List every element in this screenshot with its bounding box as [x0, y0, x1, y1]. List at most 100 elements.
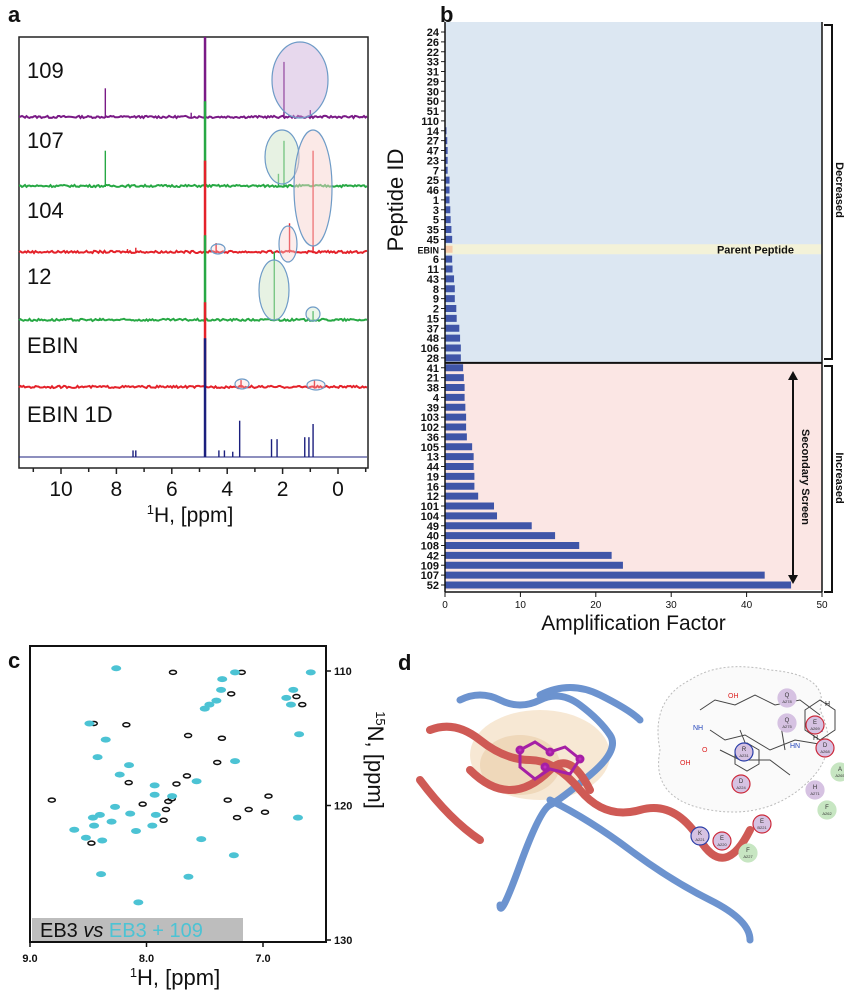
- interaction-diagram: OH NH HN N O OH H H QA278QA275EA269DA268…: [657, 666, 844, 863]
- y-tick-label: 33: [427, 57, 439, 69]
- y-tick-label: 15: [427, 313, 439, 325]
- parent-peptide-band: [445, 244, 822, 255]
- peak-eb3-109: [216, 686, 227, 693]
- peak-eb3: [168, 669, 178, 676]
- x-tick-label: 10: [49, 478, 72, 501]
- y-tick-label: 51: [427, 106, 439, 118]
- panel-label-b: b: [440, 2, 454, 27]
- peak-eb3-109: [131, 828, 142, 835]
- peak-eb3-109: [167, 793, 178, 800]
- residue-id: B221: [757, 825, 767, 830]
- decreased-bracket: [824, 24, 833, 360]
- plot-frame: [18, 36, 369, 469]
- peak-eb3-109: [84, 720, 95, 727]
- residue-circle: [777, 688, 797, 708]
- bar-45: [445, 235, 453, 243]
- spectrum-label: 109: [27, 58, 64, 83]
- amplification-bar-chart: Parent Peptide24262233312930505111014274…: [383, 22, 844, 635]
- peak-eb3: [264, 793, 273, 799]
- peak-eb3-109: [305, 669, 316, 676]
- peak-eb3-109: [230, 758, 241, 765]
- peak-eb3-109: [228, 852, 239, 859]
- bar-8: [445, 285, 455, 293]
- bar-9: [445, 295, 455, 303]
- y-tick-label: 12: [427, 491, 439, 503]
- y-tick-label: 106: [421, 343, 439, 355]
- bar-40: [445, 532, 556, 540]
- x-tick-label: 10: [515, 600, 527, 611]
- y-tick-label: 109: [421, 560, 439, 572]
- residue-id: A262: [822, 811, 832, 816]
- peak-eb3-109: [125, 810, 136, 817]
- residue-code: R: [742, 747, 747, 753]
- y-tick-label: 40: [427, 531, 439, 543]
- spectrum-trace-109: [18, 114, 368, 120]
- y-tick-label: 48: [427, 333, 439, 345]
- parent-peptide-label: Parent Peptide: [717, 244, 794, 256]
- residue-code: D: [823, 743, 828, 749]
- bar-109: [445, 561, 623, 569]
- x-tick-label: 0: [442, 600, 448, 611]
- residue-id: A268: [820, 749, 830, 754]
- x-axis-title: 1H, [ppm]: [147, 502, 234, 527]
- residue-nodes: QA278QA275EA269DA268AA265HA271FA262EB221…: [690, 688, 844, 863]
- y-tick-label: 41: [427, 363, 439, 375]
- peak-eb3: [223, 797, 232, 803]
- peak-eb3-109: [281, 694, 292, 701]
- bar-41: [445, 364, 464, 372]
- y-tick-label: 1: [433, 195, 439, 207]
- x-tick-label: 8: [111, 478, 123, 501]
- residue-code: Q: [785, 718, 790, 724]
- y-axis-title: Peptide ID: [383, 149, 408, 252]
- x-tick-label: 50: [816, 600, 828, 611]
- residue-code: F: [746, 848, 750, 854]
- peak-eb3-109: [69, 826, 80, 833]
- y-tick-label: 101: [421, 501, 439, 513]
- y-tick-label: 2: [433, 304, 439, 316]
- residue-circle: [752, 814, 772, 834]
- peak-eb3-109: [183, 873, 194, 880]
- highlight-circle: [293, 129, 333, 247]
- y-tick-label: 47: [427, 146, 439, 158]
- y-tick-label: 7: [433, 165, 439, 177]
- legend: EB3 vs EB3 + 109: [40, 920, 203, 942]
- peak-eb3: [217, 735, 227, 741]
- peak-eb3-109: [96, 871, 107, 878]
- residue-id: A271: [810, 791, 820, 796]
- residue-circle: [712, 831, 732, 851]
- bar-11: [445, 265, 453, 273]
- y-tick-label: 50: [427, 96, 439, 108]
- y-tick-label: 14: [427, 126, 440, 138]
- y-tick-label: 22: [427, 47, 439, 59]
- spectrum-label: 12: [27, 264, 51, 289]
- residue-circle: [734, 742, 754, 762]
- peak-eb3-109: [285, 701, 296, 708]
- y-tick-label: 110: [421, 116, 439, 128]
- x-tick-label: 9.0: [22, 953, 37, 965]
- bar-38: [445, 384, 465, 391]
- peak-eb3-109: [110, 803, 121, 810]
- bar-49: [445, 522, 532, 530]
- bar-102: [445, 423, 467, 431]
- increased-label: Increased: [833, 452, 844, 503]
- residue-code: H: [813, 785, 817, 791]
- peak-eb3: [138, 801, 147, 807]
- decreased-label: Decreased: [833, 162, 844, 218]
- secondary-screen-label: Secondary Screen: [799, 429, 811, 525]
- y-tick-label: 29: [427, 76, 439, 88]
- residue-code: E: [813, 720, 817, 726]
- y-tick-label: 36: [427, 432, 439, 444]
- bar-5: [445, 216, 451, 224]
- bar-25: [445, 176, 450, 184]
- y-tick-label: 23: [427, 155, 439, 167]
- y-tick-label: 38: [427, 383, 439, 395]
- peak-eb3-109: [150, 811, 161, 818]
- residue-circle: [690, 826, 710, 846]
- spectrum-label: EBIN 1D: [27, 402, 113, 427]
- peak-eb3: [159, 817, 168, 824]
- bar-107: [445, 571, 765, 579]
- bar-4: [445, 393, 465, 401]
- y-tick-label: 44: [427, 462, 440, 474]
- x-tick-label: 8.0: [139, 953, 154, 965]
- y-tick-label: 6: [433, 254, 439, 266]
